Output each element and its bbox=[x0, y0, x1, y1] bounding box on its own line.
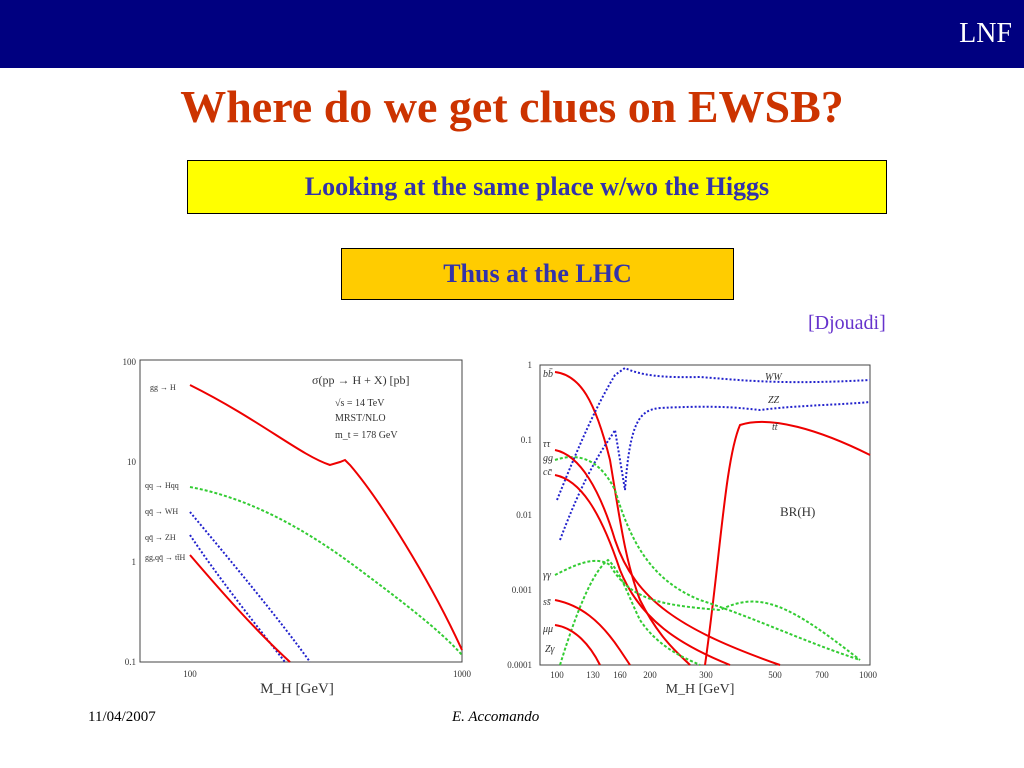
y-tick-label: 0.001 bbox=[512, 585, 532, 595]
footer-author: E. Accomando bbox=[452, 709, 540, 725]
y-tick-label: 100 bbox=[123, 357, 137, 367]
curve bbox=[556, 366, 871, 501]
curve-label: qq̄ → ZH bbox=[145, 533, 176, 542]
curve-label: gg bbox=[543, 453, 553, 464]
x-tick-label: 1000 bbox=[453, 669, 472, 679]
curve-label: ZZ bbox=[768, 395, 780, 406]
curve-label: ττ bbox=[543, 439, 551, 450]
x-tick-label: 130 bbox=[586, 670, 600, 680]
curve bbox=[189, 486, 463, 656]
curve-label: gg → H bbox=[150, 383, 176, 392]
y-tick-label: 0.1 bbox=[521, 435, 532, 445]
curve bbox=[554, 559, 861, 661]
x-tick-label: 500 bbox=[768, 670, 782, 680]
curve-label: WW bbox=[765, 372, 783, 383]
box-1: Looking at the same place w/wo the Higgs bbox=[187, 160, 887, 214]
curve bbox=[559, 558, 701, 666]
y-tick-label: 10 bbox=[127, 457, 137, 467]
curve bbox=[189, 511, 311, 663]
curve-label: gg,qq̄ → tt̄H bbox=[145, 553, 185, 562]
y-tick-label: 0.1 bbox=[125, 657, 136, 667]
right-plot bbox=[539, 364, 871, 666]
footer-date: 11/04/2007 bbox=[88, 709, 156, 725]
y-tick-label: 0.01 bbox=[516, 510, 532, 520]
x-tick-label: 160 bbox=[613, 670, 627, 680]
curve-label: qq̄ → WH bbox=[145, 507, 178, 516]
x-tick-label: 300 bbox=[699, 670, 713, 680]
curve bbox=[554, 456, 861, 661]
curve bbox=[559, 401, 871, 541]
x-axis-label: M_H [GeV] bbox=[260, 681, 334, 697]
curve-label: μμ bbox=[542, 624, 553, 635]
legend-text: m_t = 178 GeV bbox=[335, 430, 398, 441]
curve bbox=[554, 599, 631, 666]
curve bbox=[189, 554, 291, 663]
curve bbox=[554, 624, 601, 666]
legend-text: MRST/NLO bbox=[335, 413, 386, 424]
legend-text: √s = 14 TeV bbox=[335, 398, 385, 409]
curve-label: qq → Hqq bbox=[145, 481, 179, 490]
left-plot bbox=[139, 359, 463, 663]
x-axis-label: M_H [GeV] bbox=[666, 682, 735, 697]
y-tick-label: 0.0001 bbox=[507, 660, 532, 670]
credit: [Djouadi] bbox=[808, 312, 886, 334]
x-tick-label: 1000 bbox=[859, 670, 878, 680]
curve bbox=[554, 474, 731, 666]
y-tick-label: 1 bbox=[132, 557, 137, 567]
x-tick-label: 100 bbox=[183, 669, 197, 679]
legend-text: σ(pp → H + X) [pb] bbox=[312, 373, 410, 387]
curve bbox=[189, 534, 286, 663]
y-tick-label: 1 bbox=[528, 360, 533, 370]
curve bbox=[189, 384, 463, 651]
frame bbox=[139, 359, 463, 663]
x-tick-label: 700 bbox=[815, 670, 829, 680]
box-2: Thus at the LHC bbox=[341, 248, 734, 300]
curve bbox=[554, 371, 691, 666]
curve-label: Zγ bbox=[545, 644, 556, 655]
title: Where do we get clues on EWSB? bbox=[180, 81, 844, 132]
top-bar bbox=[0, 0, 1024, 68]
plot-label: BR(H) bbox=[780, 504, 815, 519]
x-tick-label: 100 bbox=[550, 670, 564, 680]
plot-labels: 100 10 1 0.1 100 1000 M_H [GeV] σ(pp → H + X) [… bbox=[123, 357, 878, 697]
curve bbox=[704, 420, 871, 666]
frame bbox=[539, 364, 871, 666]
curve-label: tt̄ bbox=[772, 422, 779, 433]
x-tick-label: 200 bbox=[643, 670, 657, 680]
curve-label: cc̄ bbox=[543, 467, 553, 478]
curve-label: γγ bbox=[543, 570, 552, 581]
curve-label: ss̄ bbox=[543, 597, 551, 608]
curve bbox=[554, 449, 781, 666]
header-tag: LNF bbox=[959, 18, 1012, 49]
curve-label: bb̄ bbox=[543, 368, 553, 380]
